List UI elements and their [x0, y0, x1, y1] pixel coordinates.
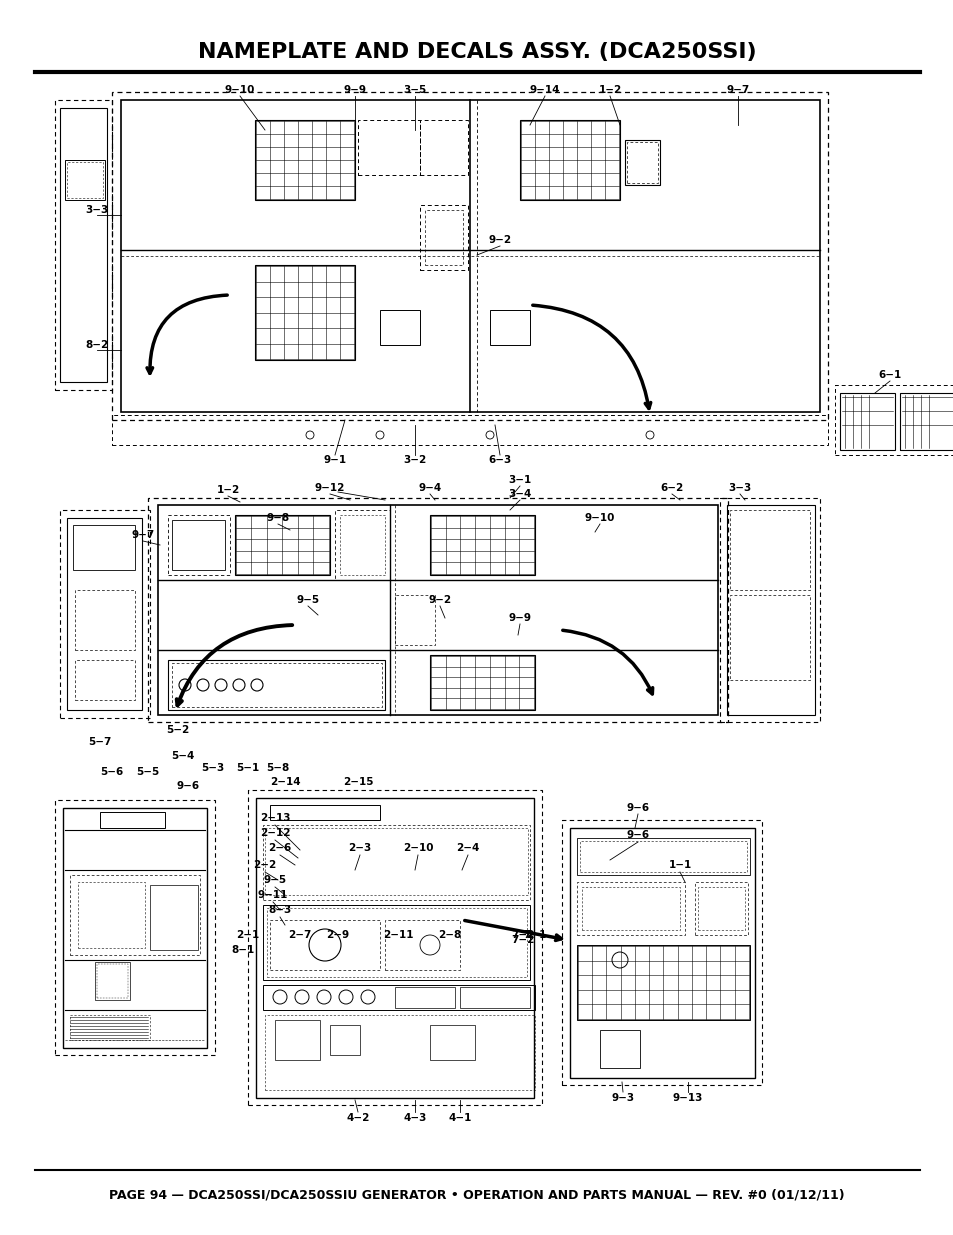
Text: 2−3: 2−3	[348, 844, 372, 853]
Text: PAGE 94 — DCA250SSI/DCA250SSIU GENERATOR • OPERATION AND PARTS MANUAL — REV. #0 : PAGE 94 — DCA250SSI/DCA250SSIU GENERATOR…	[109, 1188, 844, 1202]
Text: 5−6: 5−6	[100, 767, 124, 777]
Text: 5−3: 5−3	[201, 763, 224, 773]
Text: 2−7: 2−7	[288, 930, 312, 940]
Text: 9−6: 9−6	[176, 781, 199, 790]
Text: 9−2: 9−2	[488, 235, 511, 245]
Text: 2−11: 2−11	[382, 930, 413, 940]
Text: 8−3: 8−3	[268, 905, 292, 915]
Text: 5−8: 5−8	[266, 763, 290, 773]
Text: 4−2: 4−2	[346, 1113, 370, 1123]
Text: 9−14: 9−14	[529, 85, 559, 95]
Text: 6−3: 6−3	[488, 454, 511, 466]
Text: 9−6: 9−6	[626, 803, 649, 813]
Text: 2−6: 2−6	[268, 844, 292, 853]
Text: 9−1: 9−1	[323, 454, 346, 466]
Text: NAMEPLATE AND DECALS ASSY. (DCA250SSI): NAMEPLATE AND DECALS ASSY. (DCA250SSI)	[197, 42, 756, 62]
Text: 9−12: 9−12	[314, 483, 345, 493]
Text: 2−12: 2−12	[259, 827, 290, 839]
Text: 9−9: 9−9	[343, 85, 366, 95]
Text: 2−15: 2−15	[342, 777, 373, 787]
Text: 1−1: 1−1	[668, 860, 691, 869]
Text: 4−3: 4−3	[403, 1113, 426, 1123]
Text: 3−4: 3−4	[508, 489, 531, 499]
Text: 9−5: 9−5	[263, 876, 286, 885]
Text: 2−10: 2−10	[402, 844, 433, 853]
Text: 5−4: 5−4	[172, 751, 194, 761]
Text: 9−10: 9−10	[584, 513, 615, 522]
Text: 9−13: 9−13	[672, 1093, 702, 1103]
Text: 7−2: 7−2	[511, 930, 534, 940]
Text: 9−2: 9−2	[428, 595, 451, 605]
Text: 5−2: 5−2	[166, 725, 190, 735]
Text: 6−1: 6−1	[878, 370, 901, 380]
Text: 6−2: 6−2	[659, 483, 683, 493]
Text: 8−1: 8−1	[232, 945, 254, 955]
Text: 9−5: 9−5	[296, 595, 319, 605]
Text: 3−1: 3−1	[508, 475, 531, 485]
Text: 5−7: 5−7	[89, 737, 112, 747]
Text: 1−2: 1−2	[598, 85, 621, 95]
Text: 9−6: 9−6	[626, 830, 649, 840]
Text: 8−2: 8−2	[85, 340, 109, 350]
Text: 2−14: 2−14	[270, 777, 300, 787]
Text: 3−3: 3−3	[85, 205, 109, 215]
Text: 9−7: 9−7	[132, 530, 154, 540]
Text: 9−4: 9−4	[418, 483, 441, 493]
Text: 3−5: 3−5	[403, 85, 426, 95]
Text: 2−2: 2−2	[253, 860, 276, 869]
Text: 9−7: 9−7	[725, 85, 749, 95]
Text: 9−10: 9−10	[225, 85, 254, 95]
Text: 2−1: 2−1	[236, 930, 259, 940]
Text: 5−1: 5−1	[236, 763, 259, 773]
Text: 1−2: 1−2	[216, 485, 239, 495]
Text: 2−8: 2−8	[438, 930, 461, 940]
Text: 2−4: 2−4	[456, 844, 479, 853]
Text: 2−9: 2−9	[326, 930, 349, 940]
Text: 9−11: 9−11	[257, 890, 288, 900]
Text: 9−3: 9−3	[611, 1093, 634, 1103]
Text: 4−1: 4−1	[448, 1113, 471, 1123]
Text: 9−8: 9−8	[266, 513, 290, 522]
Text: 9−9: 9−9	[508, 613, 531, 622]
Text: 5−5: 5−5	[136, 767, 159, 777]
Text: 3−2: 3−2	[403, 454, 426, 466]
Text: 7−2: 7−2	[511, 935, 534, 945]
Text: 7−1: 7−1	[523, 930, 546, 940]
Text: 3−3: 3−3	[727, 483, 751, 493]
Text: 2−13: 2−13	[259, 813, 290, 823]
